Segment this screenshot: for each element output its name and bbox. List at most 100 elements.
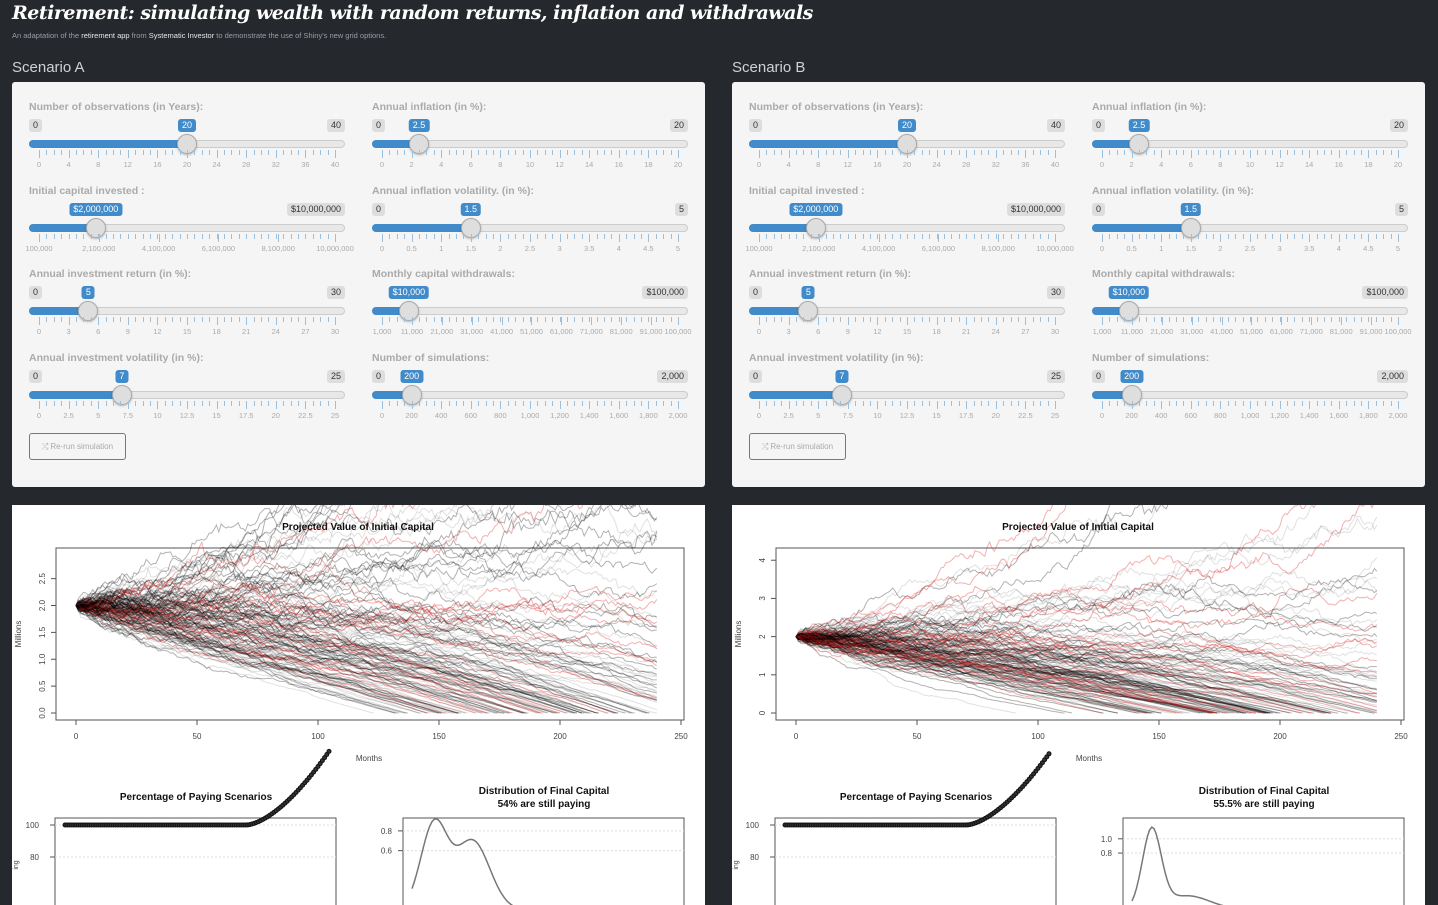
slider-minor-tick: [448, 317, 450, 322]
slider-handle[interactable]: [398, 301, 419, 321]
slider-annual-investment-volatility-in[interactable]: Annual investment volatility (in %): 0 25 7…: [749, 333, 1065, 420]
slider-annual-inflation-volatility-in[interactable]: Annual inflation volatility. (in %): 0 5 1.…: [372, 166, 688, 253]
slider-fill: [372, 223, 471, 232]
slider-minor-tick: [224, 400, 225, 406]
slider-label: Number of observations (in Years):: [749, 101, 924, 113]
slider-major-tick: [589, 400, 591, 409]
slider-monthly-capital-withdrawals[interactable]: Monthly capital withdrawals: $100,000 $10,…: [1092, 249, 1412, 336]
slider-major-tick: [907, 400, 908, 409]
slider-minor-tick: [988, 317, 990, 322]
slider-annual-inflation-in[interactable]: Annual inflation (in %): 0 20 2.5 0 2 4 6 8 10 12 1…: [1092, 82, 1408, 169]
slider-annual-investment-return-in[interactable]: Annual investment return (in %): 0 30 5 0 3 6 9…: [29, 249, 345, 336]
slider-track[interactable]: [1092, 307, 1408, 315]
slider-minor-tick: [98, 233, 100, 239]
slider-fill: [29, 390, 122, 399]
simulation-path: [795, 631, 1225, 714]
slider-major-tick: [678, 317, 679, 325]
slider-minor-tick: [604, 150, 605, 155]
slider-initial-capital-invested[interactable]: Initial capital invested : $10,000,000 $2,…: [25, 166, 353, 253]
slider-handle[interactable]: [805, 217, 826, 238]
slider-major-tick: [471, 317, 473, 325]
slider-grid-label: 4.5: [643, 243, 654, 253]
slider-handle[interactable]: [831, 384, 852, 405]
slider-minor-tick: [633, 233, 635, 239]
simulation-path: [75, 596, 515, 714]
slider-handle[interactable]: [78, 301, 99, 321]
slider-number-of-simulations[interactable]: Number of simulations: 0 2,000 200 0 200 400 60…: [372, 333, 688, 420]
slider-minor-tick: [507, 150, 509, 155]
slider-major-tick: [618, 150, 620, 158]
slider-minor-tick: [1287, 233, 1288, 239]
slider-major-tick: [561, 317, 563, 325]
slider-min-label: 0: [1092, 119, 1106, 132]
slider-minor-tick: [83, 150, 85, 155]
simulation-paths: [75, 505, 658, 714]
slider-minor-tick: [90, 233, 92, 239]
slider-minor-tick: [884, 400, 886, 406]
slider-annual-investment-volatility-in[interactable]: Annual investment volatility (in %): 0 25 7…: [29, 333, 345, 420]
slider-minor-tick: [944, 400, 945, 406]
slider-minor-tick: [1287, 400, 1288, 406]
slider-major-tick: [966, 150, 968, 158]
slider-major-tick: [335, 233, 336, 242]
slider-minor-tick: [626, 317, 628, 322]
slider-value-label: 5: [81, 286, 95, 299]
slider-handle[interactable]: [1118, 301, 1139, 321]
simulation-path: [75, 605, 657, 678]
slider-major-tick: [98, 150, 100, 158]
slider-handle[interactable]: [85, 217, 106, 238]
simulation-path: [795, 631, 1242, 714]
slider-initial-capital-invested[interactable]: Initial capital invested : $10,000,000 $2,…: [745, 166, 1073, 253]
simulation-path: [75, 605, 498, 714]
slider-minor-tick: [1153, 317, 1155, 322]
slider-handle[interactable]: [111, 384, 132, 405]
slider-grid-label: 6: [816, 327, 821, 336]
rerun-simulation-button[interactable]: ⤮ Re-run simulation: [29, 433, 126, 460]
simulation-path: [75, 603, 420, 714]
slider-grid-label: 8,100,000: [981, 243, 1015, 253]
slider-minor-tick: [268, 233, 270, 239]
slider-number-of-simulations[interactable]: Number of simulations: 0 2,000 200 0 200 400 60…: [1092, 333, 1408, 420]
retirement-app-link[interactable]: retirement app: [81, 31, 130, 40]
simulation-path: [795, 630, 1375, 714]
slider-handle[interactable]: [798, 301, 819, 321]
slider-minor-tick: [404, 317, 406, 322]
slider-minor-tick: [1383, 317, 1385, 322]
slider-grid-label: 0: [379, 160, 385, 169]
slider-minor-tick: [194, 150, 196, 155]
slider-annual-investment-return-in[interactable]: Annual investment return (in %): 0 30 5 0 3 6 9…: [749, 249, 1065, 336]
slider-grid-label: 600: [464, 410, 478, 420]
slider-track[interactable]: [372, 307, 688, 315]
slider-minor-tick: [596, 150, 598, 155]
slider-annual-inflation-volatility-in[interactable]: Annual inflation volatility. (in %): 0 5 1.…: [1092, 166, 1408, 253]
slider-major-tick: [1368, 150, 1370, 158]
simulation-path: [795, 636, 1215, 714]
simulation-path: [795, 632, 1293, 714]
slider-minor-tick: [485, 317, 487, 322]
slider-annual-inflation-in[interactable]: Annual inflation (in %): 0 20 2.5 0 2 4 6 8 10 12 1…: [372, 82, 688, 169]
slider-grid-label: 81,000: [1329, 327, 1353, 336]
simulation-path: [795, 636, 1104, 714]
slider-grid-label: 12: [153, 327, 162, 336]
slider-minor-tick: [537, 150, 539, 155]
simulation-path: [75, 604, 592, 714]
slider-minor-tick: [670, 150, 672, 155]
slider-minor-tick: [456, 317, 457, 322]
slider-grid-label: 2: [498, 243, 503, 253]
slider-major-tick: [818, 233, 820, 242]
simulation-path: [75, 560, 657, 628]
slider-minor-tick: [825, 317, 827, 322]
slider-monthly-capital-withdrawals[interactable]: Monthly capital withdrawals: $100,000 $10,…: [372, 249, 692, 336]
slider-minor-tick: [1146, 233, 1148, 239]
slider-minor-tick: [981, 233, 982, 239]
slider-major-tick: [648, 233, 650, 242]
slider-number-of-observations-in-years[interactable]: Number of observations (in Years): 0 40 20 0…: [749, 82, 1065, 169]
slider-grid-label: 0: [756, 410, 762, 420]
slider-minor-tick: [1025, 233, 1027, 239]
rerun-simulation-button[interactable]: ⤮ Re-run simulation: [749, 433, 846, 460]
slider-minor-tick: [1361, 400, 1362, 406]
systematic-investor-link[interactable]: Systematic Investor: [148, 31, 215, 40]
slider-minor-tick: [596, 400, 598, 406]
simulation-path: [75, 605, 483, 714]
slider-number-of-observations-in-years[interactable]: Number of observations (in Years): 0 40 20 0…: [29, 82, 345, 169]
